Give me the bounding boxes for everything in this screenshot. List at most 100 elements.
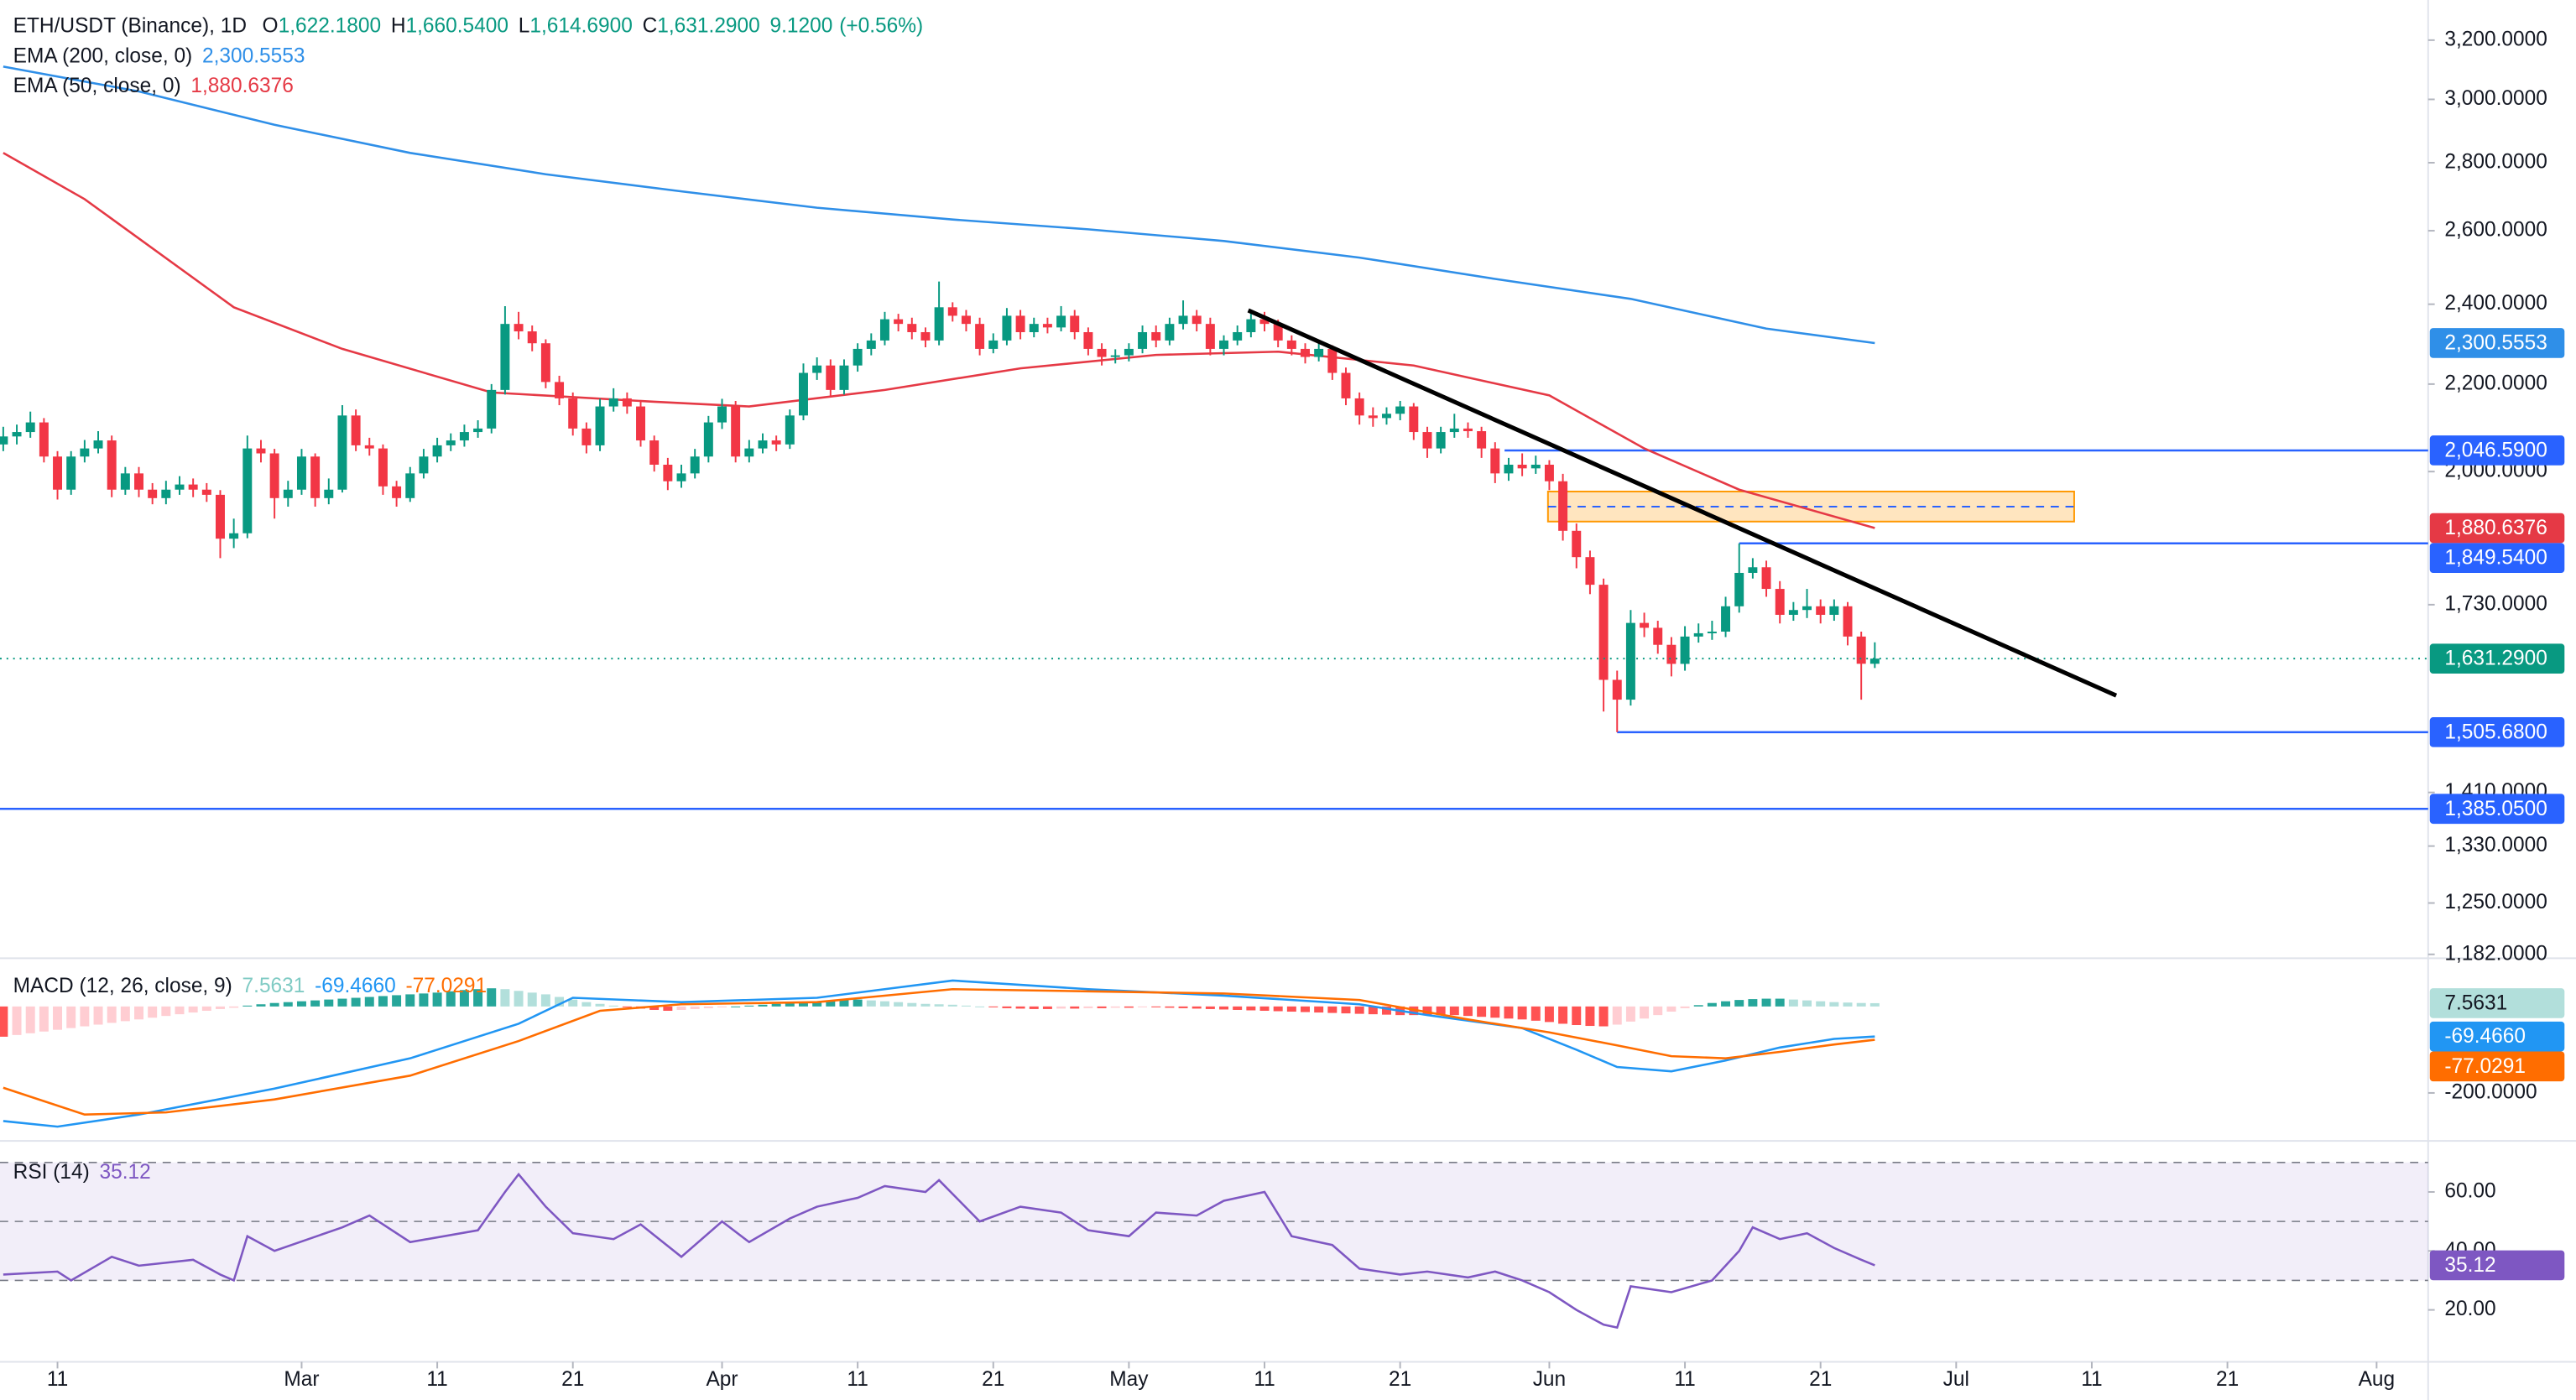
candle-body bbox=[1056, 315, 1066, 328]
macd-histogram-bar bbox=[1233, 1006, 1243, 1010]
change-pct: (+0.56%) bbox=[839, 14, 923, 37]
candle-body bbox=[1816, 606, 1826, 615]
macd-histogram-bar bbox=[771, 1003, 781, 1007]
candle-body bbox=[649, 440, 660, 466]
y-tick-label: 60.00 bbox=[2444, 1179, 2495, 1202]
zone bbox=[1546, 490, 2075, 523]
macd-histogram-bar bbox=[392, 995, 402, 1007]
candle-body bbox=[555, 382, 565, 398]
candle-body bbox=[201, 489, 211, 495]
candle-body bbox=[717, 406, 727, 423]
macd-histogram-bar bbox=[1002, 1006, 1012, 1008]
price-label: 7.5631 bbox=[2444, 991, 2507, 1014]
candle-body bbox=[1354, 398, 1364, 416]
plot: 3,200.0000 3,000.0000 2,800.0000 2,600.0000… bbox=[0, 28, 2565, 1391]
candle-body bbox=[1382, 414, 1391, 419]
macd-histogram-bar bbox=[839, 1000, 849, 1007]
macd-histogram-bar bbox=[1829, 1002, 1839, 1007]
price-label: 2,046.5900 bbox=[2444, 439, 2547, 461]
x-tick-label: 11 bbox=[426, 1368, 447, 1391]
macd-histogram-bar bbox=[1816, 1001, 1826, 1007]
ohlc-prefix: H bbox=[391, 14, 406, 37]
candle-body bbox=[1151, 331, 1161, 341]
macd-histogram-bar bbox=[188, 1006, 198, 1013]
macd-histogram-bar bbox=[1504, 1006, 1514, 1019]
candle-body bbox=[934, 307, 944, 341]
price-label-box bbox=[2429, 513, 2565, 544]
ema-line bbox=[3, 65, 1875, 345]
candle-body bbox=[378, 448, 388, 487]
candle-body bbox=[1734, 572, 1744, 606]
candle-body bbox=[540, 343, 550, 383]
macd-histogram-bar bbox=[1286, 1006, 1296, 1012]
macd-histogram-bar bbox=[1707, 1002, 1717, 1007]
candle-body bbox=[364, 445, 374, 449]
macd-histogram-bar bbox=[1761, 998, 1771, 1007]
candle-body bbox=[1233, 331, 1243, 341]
legend-value: -77.0291 bbox=[406, 974, 488, 997]
signal-line bbox=[3, 987, 1875, 1116]
candle-body bbox=[419, 456, 429, 474]
macd-histogram-bar bbox=[690, 1006, 700, 1009]
macd-histogram-bar bbox=[1301, 1006, 1310, 1012]
candle-body bbox=[269, 453, 279, 498]
candle-body bbox=[785, 415, 795, 445]
candle-body bbox=[1558, 481, 1568, 531]
price-label: 1,385.0500 bbox=[2444, 798, 2547, 820]
x-tick-label: 11 bbox=[47, 1368, 68, 1391]
macd-histogram-bar bbox=[1490, 1006, 1500, 1018]
macd-histogram-bar bbox=[1314, 1006, 1324, 1013]
y-tick-label: 20.00 bbox=[2444, 1298, 2495, 1320]
macd-histogram-bar bbox=[799, 1002, 808, 1007]
candle-body bbox=[1422, 432, 1432, 449]
candle-body bbox=[527, 331, 537, 344]
symbol-title: ETH/USDT (Binance), 1D bbox=[13, 14, 247, 37]
candle-body bbox=[1165, 324, 1175, 341]
y-tick-label: 2,600.0000 bbox=[2444, 218, 2547, 241]
macd-histogram-bar bbox=[419, 993, 429, 1007]
macd-histogram-bar bbox=[1219, 1006, 1229, 1010]
x-tick-label: 11 bbox=[847, 1368, 868, 1391]
macd-histogram-bar bbox=[242, 1005, 253, 1007]
candle-body bbox=[80, 448, 90, 457]
macd-histogram-bar bbox=[351, 997, 361, 1007]
macd-histogram-bar bbox=[540, 994, 550, 1007]
candle-body bbox=[799, 372, 808, 416]
macd-histogram-bar bbox=[527, 992, 537, 1007]
candle-body bbox=[25, 422, 35, 433]
macd-histogram-bar bbox=[1192, 1006, 1202, 1009]
candle-body bbox=[487, 389, 497, 429]
macd-histogram-bar bbox=[1463, 1006, 1473, 1017]
macd-histogram-bar bbox=[1530, 1006, 1541, 1021]
candle-body bbox=[1259, 319, 1270, 325]
macd-histogram-bar bbox=[1178, 1006, 1188, 1008]
macd-histogram-bar bbox=[1721, 1001, 1731, 1007]
candle-body bbox=[758, 440, 768, 449]
candle-body bbox=[894, 319, 904, 325]
macd-histogram-bar bbox=[1165, 1006, 1175, 1008]
macd-histogram-bar bbox=[1775, 998, 1785, 1007]
macd-histogram-bar bbox=[39, 1006, 49, 1032]
change: 9.1200 bbox=[770, 14, 833, 37]
macd-histogram-bar bbox=[175, 1006, 185, 1015]
x-tick-label: Aug bbox=[2359, 1368, 2396, 1391]
macd-histogram-bar bbox=[812, 1001, 822, 1007]
candle-body bbox=[1869, 658, 1880, 664]
macd-histogram-bar bbox=[920, 1003, 931, 1007]
candle-body bbox=[1015, 315, 1025, 332]
candle-body bbox=[1205, 324, 1215, 349]
candle-body bbox=[1110, 355, 1120, 357]
price-label: 1,631.2900 bbox=[2444, 648, 2547, 670]
macd-histogram-bar bbox=[676, 1006, 686, 1010]
macd-histogram-bar bbox=[1110, 1006, 1120, 1008]
legend-name: RSI (14) bbox=[13, 1160, 90, 1183]
price-label: 1,505.6800 bbox=[2444, 721, 2547, 743]
candle-body bbox=[66, 456, 76, 490]
y-tick-label: 1,730.0000 bbox=[2444, 592, 2547, 615]
ohlc-prefix: C bbox=[643, 14, 658, 37]
candle-body bbox=[622, 398, 632, 407]
macd-histogram-bar bbox=[134, 1006, 143, 1020]
macd-histogram-bar bbox=[337, 998, 347, 1007]
macd-histogram-bar bbox=[148, 1006, 158, 1018]
